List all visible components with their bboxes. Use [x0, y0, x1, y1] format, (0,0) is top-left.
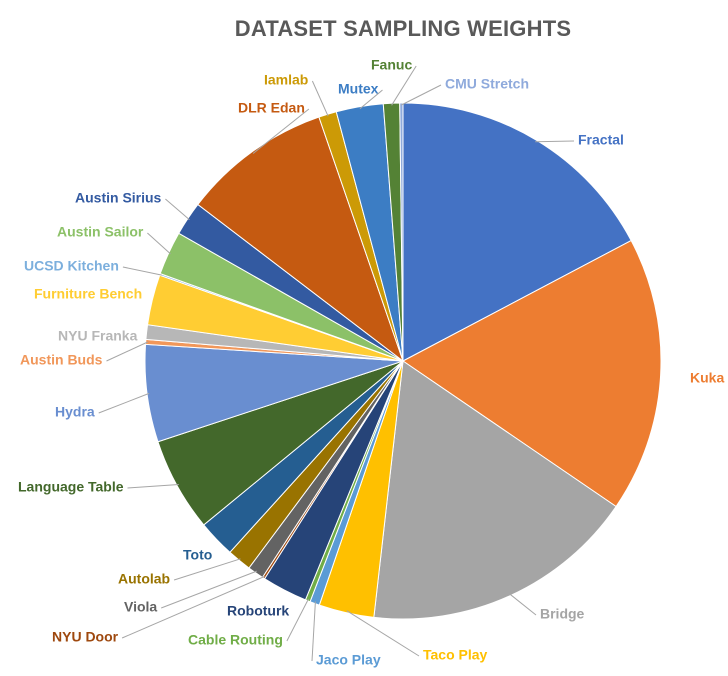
pie-slice-bridge [373, 360, 617, 620]
slice-label-furniture-bench: Furniture Bench [34, 286, 142, 302]
slice-label-fractal: Fractal [578, 132, 624, 148]
slice-label-kuka: Kuka [690, 370, 724, 386]
slice-label-iamlab: Iamlab [264, 72, 308, 88]
slice-label-cmu-stretch: CMU Stretch [445, 76, 529, 92]
slice-label-taco-play: Taco Play [423, 647, 488, 663]
leader-line-austin-buds [106, 341, 148, 362]
slice-label-viola: Viola [124, 599, 157, 615]
leader-line-nyu-door [121, 575, 265, 639]
slice-label-fanuc: Fanuc [371, 57, 412, 73]
leader-line-cmu-stretch [401, 84, 442, 106]
slice-label-austin-buds: Austin Buds [20, 352, 103, 368]
slice-label-nyu-door: NYU Door [52, 629, 119, 645]
leader-line-dlr-edan [252, 108, 310, 154]
pie-slice-kuka [402, 239, 662, 508]
slice-label-austin-sailor: Austin Sailor [57, 224, 144, 240]
leader-line-austin-sirius [165, 198, 190, 221]
leader-line-iamlab [311, 80, 329, 117]
leader-line-taco-play [346, 610, 420, 657]
pie-slice-dlr-edan [197, 116, 405, 363]
slice-label-jaco-play: Jaco Play [316, 652, 381, 668]
slice-label-austin-sirius: Austin Sirius [75, 190, 162, 206]
leader-line-ucsd-kitchen [122, 266, 162, 276]
pie-slice-cmu-stretch [399, 102, 404, 362]
slice-label-cable-routing: Cable Routing [188, 632, 283, 648]
slice-label-hydra: Hydra [55, 404, 95, 420]
leader-line-autolab [173, 558, 241, 581]
chart-title: DATASET SAMPLING WEIGHTS [234, 16, 572, 41]
leader-line-bridge [509, 593, 537, 616]
slice-label-mutex: Mutex [338, 81, 379, 97]
slice-label-roboturk: Roboturk [227, 603, 289, 619]
slice-label-ucsd-kitchen: UCSD Kitchen [24, 258, 119, 274]
leader-line-fractal [535, 140, 575, 143]
leader-line-austin-sailor [147, 232, 171, 255]
leader-line-hydra [98, 392, 150, 414]
slice-label-autolab: Autolab [118, 571, 170, 587]
leader-line-mutex [359, 89, 383, 110]
slice-label-nyu-franka: NYU Franka [58, 328, 138, 344]
slice-label-dlr-edan: DLR Edan [238, 100, 305, 116]
leader-line-viola [161, 570, 257, 609]
slice-label-bridge: Bridge [540, 606, 585, 622]
slice-label-toto: Toto [183, 547, 212, 563]
slice-label-language-table: Language Table [18, 479, 124, 495]
leader-line-jaco-play [311, 601, 316, 662]
leader-line-cable-routing [286, 598, 309, 642]
leader-line-language-table [127, 484, 179, 489]
leader-line-fanuc [391, 65, 417, 106]
pie-slice-fractal [402, 102, 632, 362]
